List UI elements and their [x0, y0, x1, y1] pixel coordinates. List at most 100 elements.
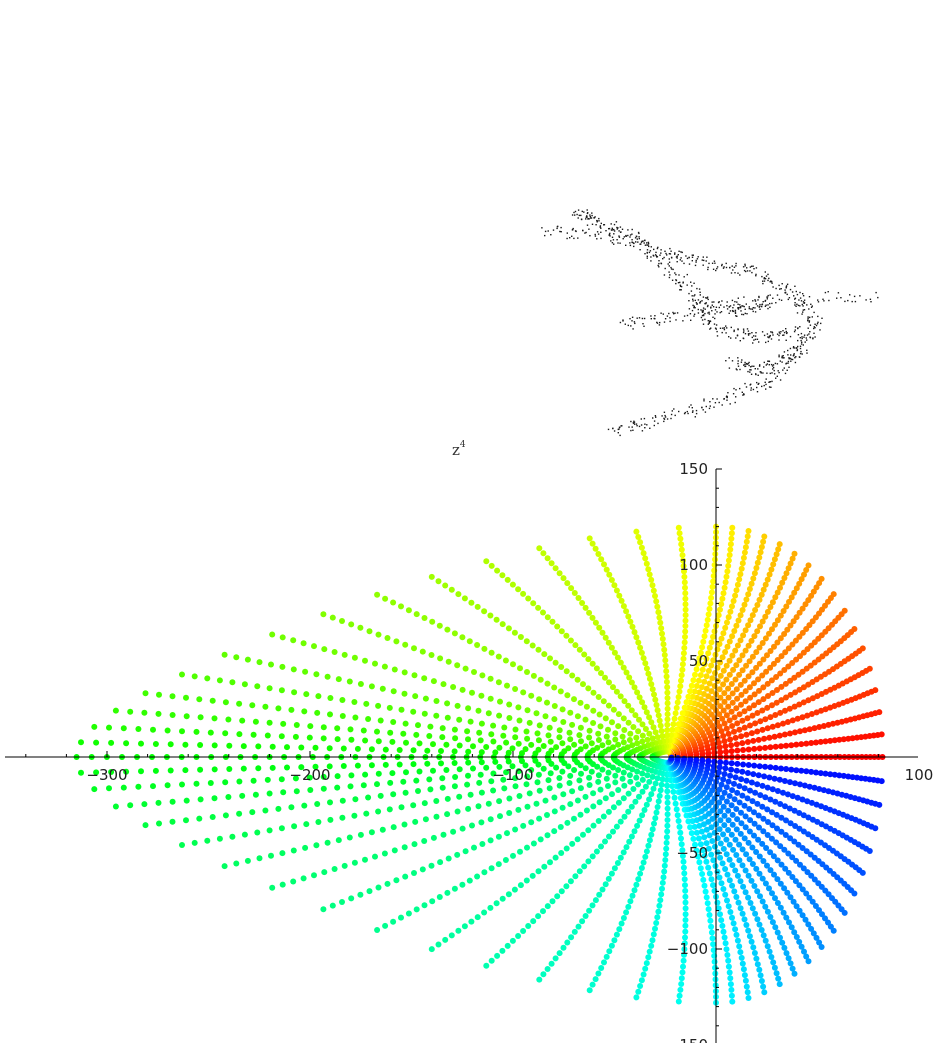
scatter-point: [664, 721, 671, 728]
scatter-point: [362, 657, 368, 664]
scatter-point: [515, 806, 522, 813]
scatter-point: [717, 911, 723, 918]
scatter-point: [738, 565, 745, 572]
scatter-point: [681, 870, 688, 877]
sketch-dot: [657, 246, 659, 249]
scatter-point: [556, 570, 563, 577]
sketch-dot: [702, 296, 705, 298]
sketch-dot: [799, 326, 801, 328]
scatter-point: [753, 649, 760, 656]
scatter-point: [456, 766, 463, 773]
scatter-point: [724, 643, 731, 650]
scatter-point: [348, 621, 355, 628]
sketch-dot: [769, 294, 771, 296]
scatter-point: [313, 671, 320, 678]
sketch-dot: [814, 327, 816, 329]
scatter-point: [520, 689, 527, 696]
sketch-dot: [723, 327, 726, 329]
scatter-point: [799, 668, 806, 675]
scatter-point: [567, 772, 574, 779]
scatter-point: [633, 528, 640, 535]
scatter-point: [727, 975, 734, 982]
sketch-dot: [766, 296, 769, 298]
scatter-point: [454, 702, 461, 709]
sketch-dot: [650, 246, 652, 248]
scatter-point: [777, 843, 784, 850]
scatter-point: [524, 803, 531, 810]
scatter-point: [421, 710, 428, 717]
sketch-dot: [757, 374, 759, 376]
scatter-point: [726, 969, 733, 976]
sketch-dot: [766, 363, 768, 365]
scatter-point: [741, 972, 748, 979]
scatter-point: [787, 677, 794, 684]
scatter-point: [589, 614, 596, 621]
scatter-point: [644, 772, 651, 779]
sketch-dot: [750, 389, 752, 391]
sketch-dot: [784, 291, 787, 294]
scatter-point: [687, 824, 694, 831]
sketch-dot: [715, 324, 718, 326]
sketch-dot: [714, 327, 717, 329]
scatter-point: [592, 619, 599, 626]
sketch-dot: [716, 267, 718, 270]
scatter-point: [682, 584, 688, 591]
sketch-dot: [686, 410, 688, 413]
scatter-point: [348, 736, 355, 743]
scatter-point: [710, 633, 716, 640]
sketch-dot: [650, 315, 652, 317]
scatter-point: [727, 772, 734, 779]
scatter-point: [559, 706, 566, 713]
sketch-dot: [566, 232, 568, 234]
scatter-point: [390, 688, 397, 695]
scatter-point: [351, 812, 358, 819]
sketch-dot: [605, 230, 607, 232]
scatter-point: [551, 684, 558, 691]
sketch-dot: [735, 396, 737, 398]
scatter-point: [635, 728, 642, 735]
scatter-point: [582, 743, 589, 750]
scatter-point: [461, 595, 468, 602]
scatter-point: [451, 885, 458, 892]
scatter-point: [736, 943, 743, 950]
scatter-point: [451, 783, 458, 790]
scatter-point: [374, 927, 381, 933]
scatter-point: [443, 767, 450, 773]
scatter-point: [590, 790, 597, 797]
scatter-point: [720, 590, 727, 597]
sketch-dot: [784, 372, 787, 375]
scatter-point: [753, 865, 760, 872]
scatter-point: [726, 671, 733, 678]
scatter-point: [649, 937, 656, 944]
sketch-dot: [813, 326, 815, 328]
scatter-point: [727, 608, 734, 615]
scatter-point: [782, 865, 789, 872]
sketch-dot: [787, 362, 789, 364]
scatter-point: [643, 848, 650, 855]
scatter-point: [733, 894, 740, 900]
scatter-point: [428, 652, 435, 658]
sketch-dot: [612, 427, 614, 430]
sketch-dot: [566, 237, 568, 240]
scatter-point: [229, 833, 236, 840]
scatter-point: [803, 953, 810, 960]
scatter-point: [772, 798, 779, 805]
scatter-point: [483, 962, 490, 969]
scatter-point: [759, 875, 766, 882]
sketch-dot: [859, 295, 861, 297]
sketch-dot: [556, 225, 559, 228]
scatter-point: [450, 684, 457, 690]
scatter-point: [687, 688, 694, 695]
scatter-point: [784, 889, 791, 896]
scatter-point: [637, 983, 644, 989]
sketch-dot: [799, 352, 802, 355]
sketch-dot: [716, 266, 719, 268]
sketch-dot: [746, 313, 748, 315]
scatter-point: [836, 772, 843, 779]
scatter-point: [773, 699, 780, 706]
scatter-point: [292, 775, 299, 782]
scatter-point: [687, 756, 694, 763]
scatter-point: [535, 646, 542, 653]
sketch-dot: [761, 331, 764, 333]
sketch-dot: [791, 358, 794, 361]
